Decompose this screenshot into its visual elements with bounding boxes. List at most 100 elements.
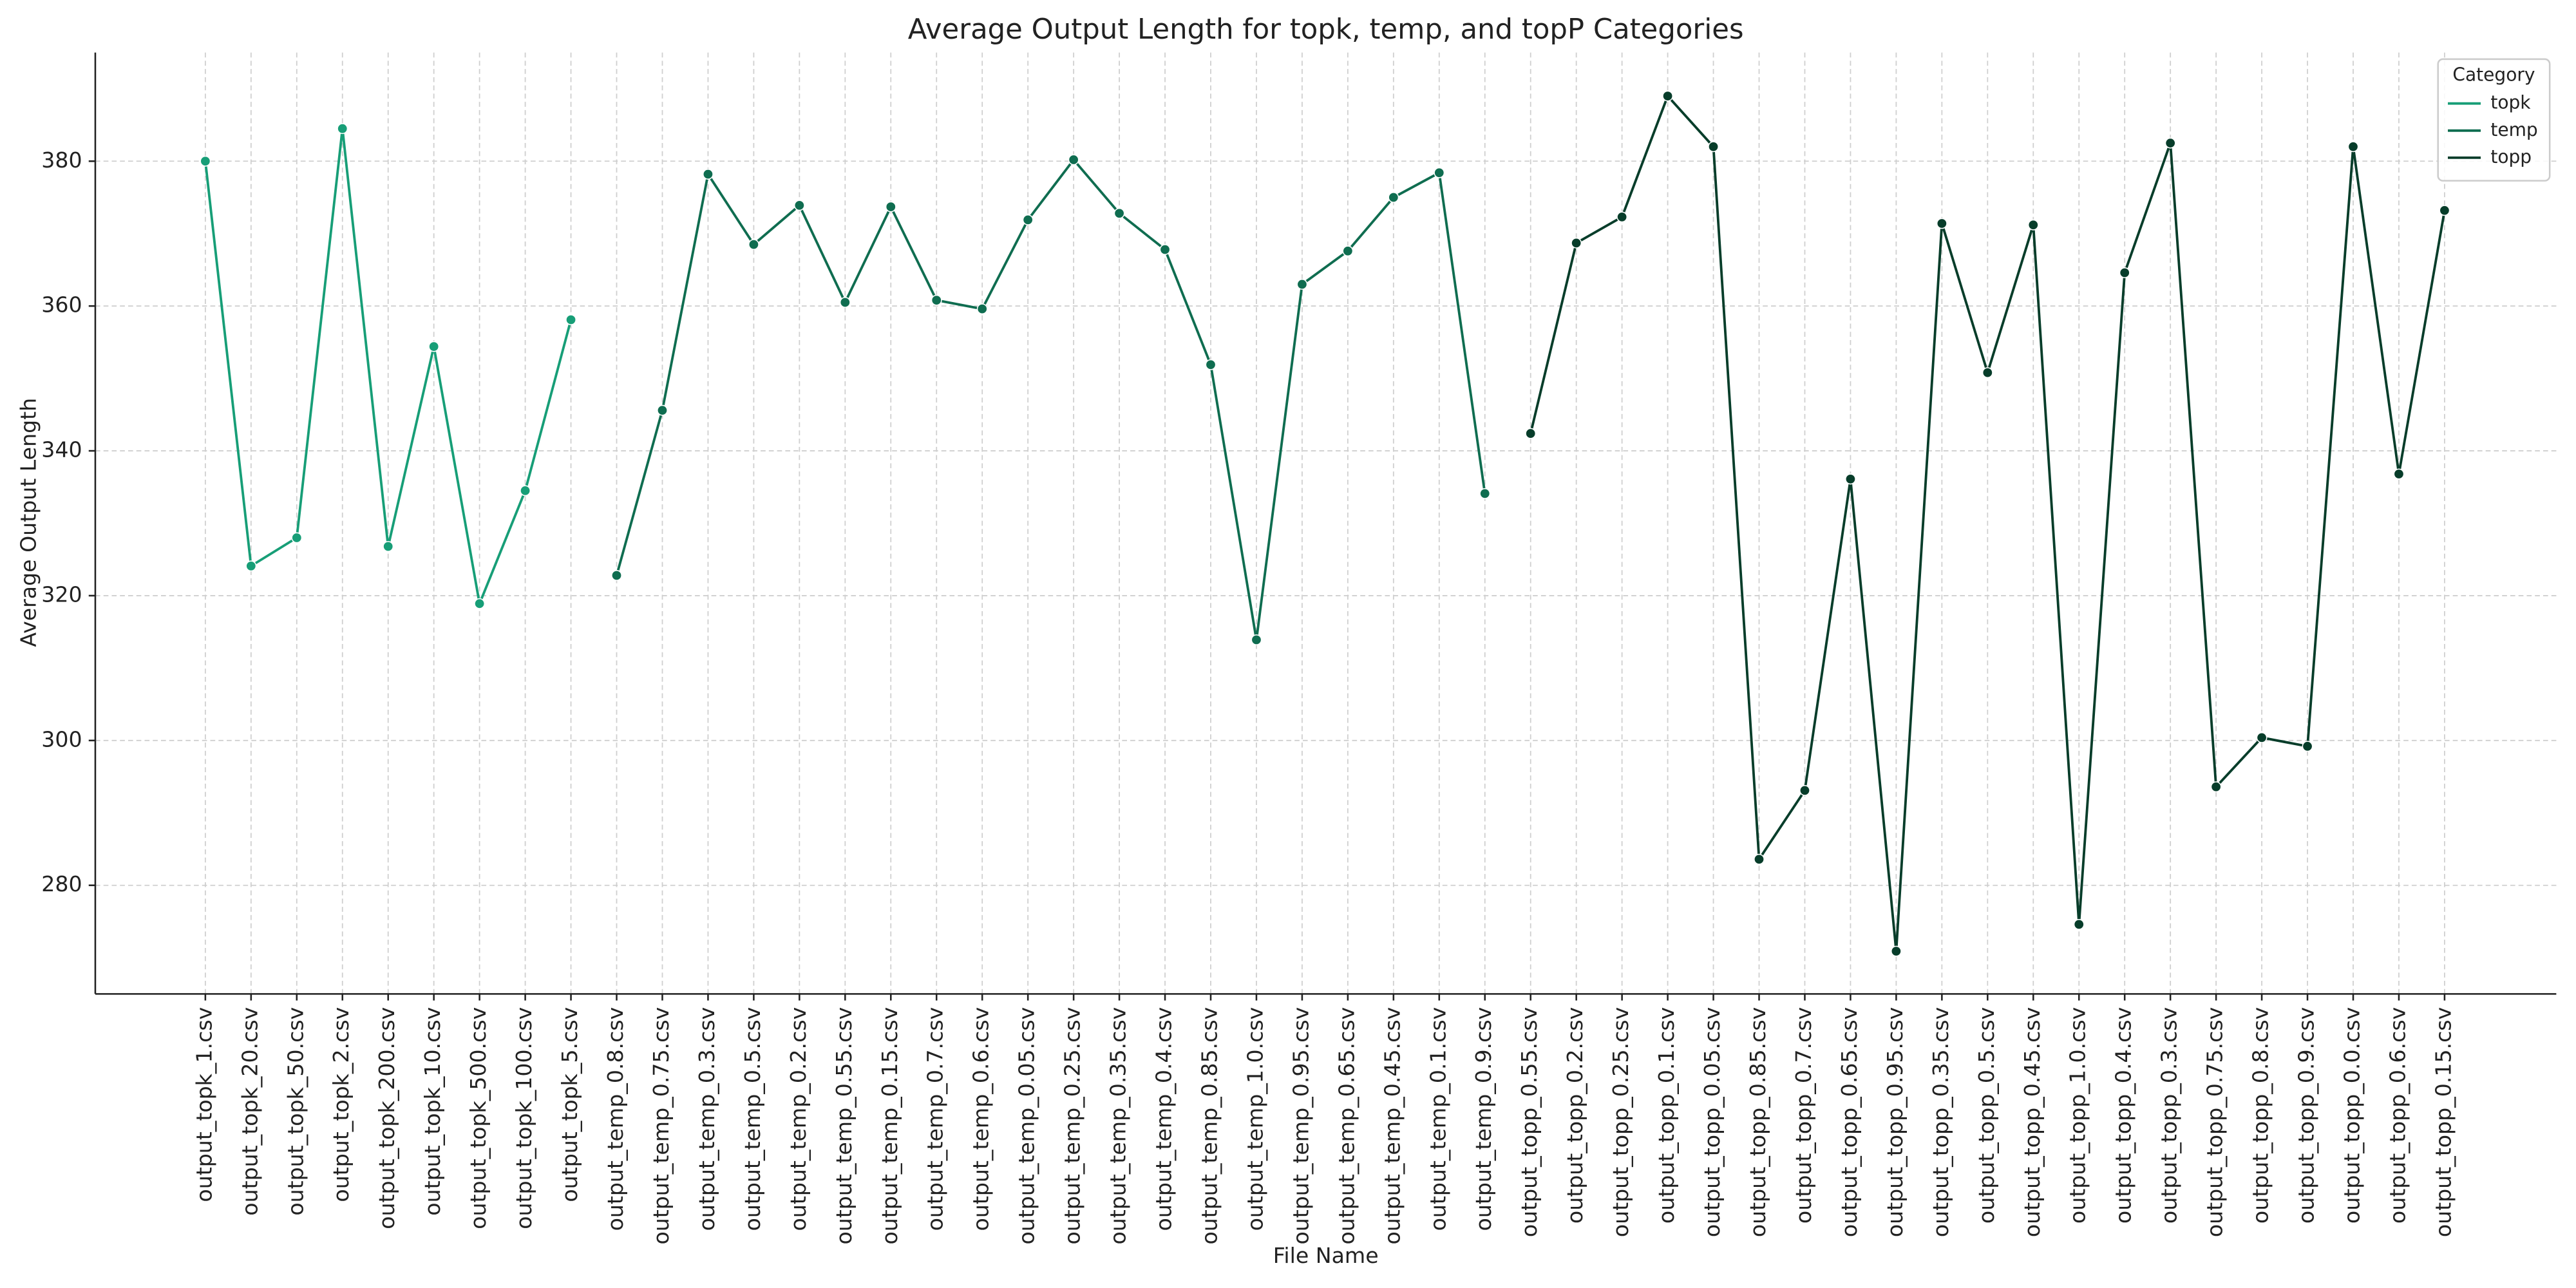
data-point	[1434, 167, 1445, 178]
data-point	[1068, 154, 1079, 166]
x-tick-label: output_temp_0.95.csv	[1288, 1007, 1313, 1245]
data-point	[428, 341, 440, 352]
x-tick-label: output_topp_0.9.csv	[2294, 1007, 2319, 1224]
data-point	[1159, 244, 1171, 255]
x-tick-label: output_topk_2.csv	[328, 1007, 354, 1202]
data-point	[1890, 945, 1902, 957]
x-tick-label: output_topp_0.5.csv	[1974, 1007, 1999, 1224]
y-tick-label: 320	[41, 582, 82, 607]
data-point	[2073, 919, 2085, 930]
y-tick-label: 360	[41, 292, 82, 317]
data-point	[976, 303, 988, 315]
data-point	[2119, 267, 2130, 278]
x-tick-label: output_topp_0.1.csv	[1654, 1007, 1679, 1224]
x-tick-label: output_temp_0.55.csv	[831, 1007, 857, 1245]
data-point	[565, 314, 576, 325]
x-tick-label: output_temp_0.05.csv	[1014, 1007, 1039, 1245]
data-point	[245, 560, 257, 572]
x-tick-label: output_topk_500.csv	[466, 1007, 491, 1229]
chart-title: Average Output Length for topk, temp, an…	[908, 14, 1744, 46]
data-point	[1251, 634, 1262, 645]
data-point	[200, 155, 211, 167]
data-point	[1662, 90, 1674, 102]
data-point	[1936, 218, 1947, 229]
data-point	[2027, 219, 2039, 231]
x-tick-label: output_topp_0.0.csv	[2339, 1007, 2364, 1224]
legend-label: temp	[2490, 119, 2537, 140]
data-point	[2347, 141, 2359, 153]
x-tick-label: output_temp_0.4.csv	[1151, 1007, 1177, 1231]
y-tick-label: 280	[41, 871, 82, 896]
x-tick-label: output_temp_0.7.csv	[923, 1007, 948, 1231]
data-point	[1754, 853, 1765, 865]
legend-title: Category	[2452, 64, 2535, 85]
data-point	[1479, 488, 1491, 499]
x-tick-label: output_topk_200.csv	[374, 1007, 399, 1229]
x-tick-label: output_topk_20.csv	[237, 1007, 262, 1216]
data-point	[1388, 192, 1399, 203]
data-point	[1982, 367, 1993, 379]
x-tick-label: output_temp_1.0.csv	[1242, 1007, 1267, 1231]
y-tick-label: 340	[41, 437, 82, 462]
x-tick-label: output_temp_0.9.csv	[1471, 1007, 1496, 1231]
x-tick-label: output_topp_0.4.csv	[2111, 1007, 2136, 1224]
x-tick-label: output_topk_100.csv	[511, 1007, 536, 1229]
x-tick-label: output_topk_10.csv	[420, 1007, 445, 1216]
data-point	[2302, 741, 2313, 752]
x-tick-label: output_topp_0.6.csv	[2385, 1007, 2410, 1224]
data-point	[793, 200, 805, 211]
x-tick-label: output_topp_0.75.csv	[2202, 1007, 2228, 1237]
x-tick-label: output_topp_1.0.csv	[2065, 1007, 2090, 1224]
x-tick-label: output_temp_0.5.csv	[740, 1007, 765, 1231]
data-point	[1342, 245, 1354, 257]
x-tick-label: output_temp_0.1.csv	[1425, 1007, 1450, 1231]
x-tick-label: output_temp_0.3.csv	[694, 1007, 719, 1231]
data-point	[2164, 137, 2176, 149]
series-line	[615, 157, 1486, 640]
data-point	[2210, 781, 2222, 793]
x-tick-label: output_temp_0.85.csv	[1197, 1007, 1222, 1245]
x-tick-label: output_topp_0.85.csv	[1745, 1007, 1770, 1237]
x-tick-label: output_topp_0.15.csv	[2430, 1007, 2456, 1237]
data-point	[611, 570, 622, 581]
legend-label: topk	[2490, 92, 2531, 113]
data-point	[1571, 237, 1582, 249]
data-point	[474, 598, 486, 609]
data-point	[1799, 784, 1810, 796]
data-point	[748, 239, 759, 251]
x-tick-label: output_temp_0.45.csv	[1379, 1007, 1405, 1245]
data-point	[1022, 214, 1034, 225]
x-tick-label: output_temp_0.6.csv	[969, 1007, 994, 1231]
x-tick-label: output_temp_0.25.csv	[1060, 1007, 1085, 1245]
x-tick-label: output_temp_0.2.csv	[786, 1007, 811, 1231]
data-point	[337, 123, 348, 135]
data-point	[1708, 141, 1719, 153]
x-tick-label: output_topp_0.95.csv	[1882, 1007, 1908, 1237]
data-point	[2393, 468, 2405, 480]
x-tick-label: output_topp_0.05.csv	[1700, 1007, 1725, 1237]
x-tick-label: output_topp_0.55.csv	[1517, 1007, 1542, 1237]
x-tick-label: output_topp_0.45.csv	[2020, 1007, 2045, 1237]
x-tick-label: output_topp_0.25.csv	[1608, 1007, 1633, 1237]
x-tick-label: output_temp_0.35.csv	[1106, 1007, 1131, 1245]
x-tick-label: output_temp_0.75.csv	[649, 1007, 674, 1245]
x-axis-label: File Name	[1273, 1243, 1379, 1268]
data-point	[1205, 359, 1217, 370]
y-tick-label: 380	[41, 147, 82, 173]
data-point	[291, 532, 303, 544]
x-tick-label: output_temp_0.15.csv	[877, 1007, 902, 1245]
x-tick-label: output_topp_0.65.csv	[1837, 1007, 1862, 1237]
x-tick-label: output_topk_5.csv	[557, 1007, 582, 1202]
data-point	[383, 541, 394, 552]
data-point	[1525, 428, 1537, 439]
x-tick-label: output_topk_50.csv	[283, 1007, 308, 1216]
y-tick-label: 300	[41, 726, 82, 752]
data-point	[2256, 732, 2268, 743]
data-point	[657, 404, 668, 416]
y-axis-label: Average Output Length	[15, 398, 41, 647]
x-tick-label: output_temp_0.65.csv	[1334, 1007, 1359, 1245]
x-tick-label: output_topp_0.3.csv	[2157, 1007, 2182, 1224]
data-point	[885, 201, 896, 213]
data-point	[703, 169, 714, 180]
